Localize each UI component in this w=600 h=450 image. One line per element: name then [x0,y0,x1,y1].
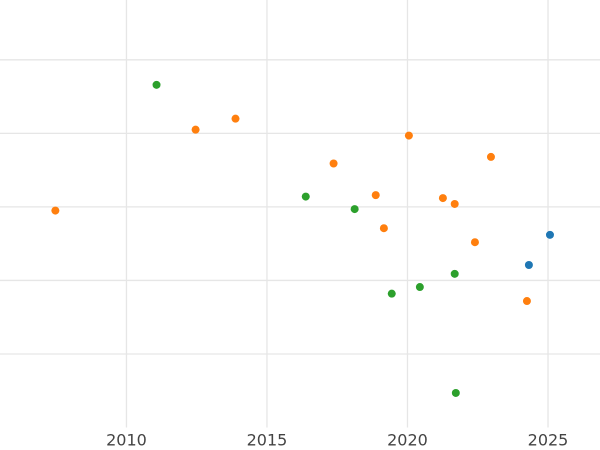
point [486,152,495,161]
point [329,159,338,168]
point [404,131,413,140]
point [379,224,388,233]
point [301,192,310,201]
point [51,206,60,215]
point [415,283,424,292]
point [522,297,531,306]
point [152,80,161,89]
point [450,199,459,208]
x-tick-label: 2015 [247,431,288,450]
point [231,114,240,123]
point [450,269,459,278]
point [524,260,533,269]
x-tick-label: 2020 [387,431,428,450]
point [451,388,460,397]
point [470,238,479,247]
point [350,205,359,214]
point [545,230,554,239]
point [371,191,380,200]
x-tick-label: 2025 [528,431,569,450]
point [387,289,396,298]
x-tick-label: 2010 [106,431,147,450]
point [438,194,447,203]
point [191,125,200,134]
